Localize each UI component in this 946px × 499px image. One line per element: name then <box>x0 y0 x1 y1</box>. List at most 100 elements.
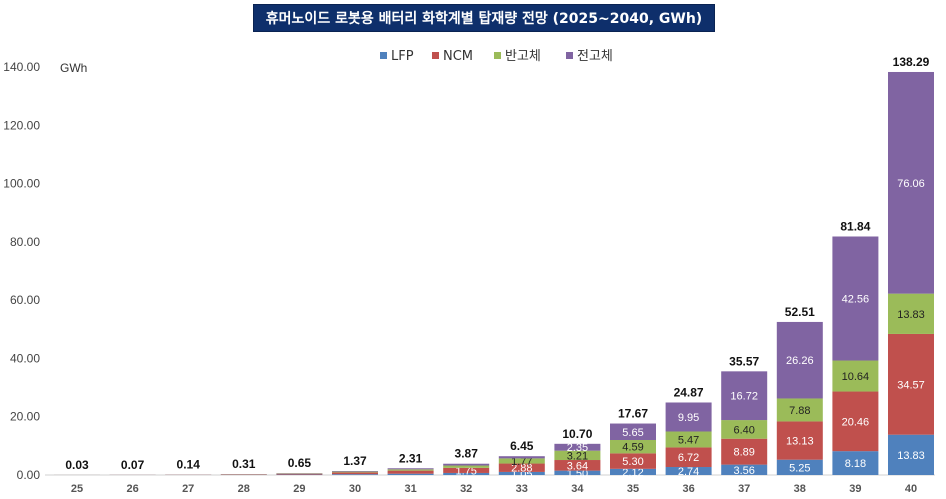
total-data-label: 24.87 <box>674 386 704 400</box>
bar-segment <box>610 453 656 469</box>
bar-segment <box>610 439 656 454</box>
bar-segment <box>721 464 768 475</box>
legend-swatch <box>432 52 439 59</box>
total-data-label: 0.07 <box>121 458 145 472</box>
x-tick-label: 38 <box>794 483 806 495</box>
segment-data-label: 16.72 <box>730 391 758 403</box>
segment-data-label: 2.35 <box>567 442 588 454</box>
legend-swatch <box>494 52 501 59</box>
bar-segment <box>776 421 823 460</box>
segment-data-label: 13.13 <box>786 436 814 448</box>
total-data-label: 0.31 <box>232 457 256 471</box>
bar-segment <box>610 423 656 440</box>
segment-data-label: 2.12 <box>622 467 643 479</box>
total-data-label: 0.14 <box>177 458 201 472</box>
bar-segment <box>610 468 656 475</box>
y-axis-unit: GWh <box>60 61 87 75</box>
bar-segment <box>888 333 934 435</box>
x-tick-label: 39 <box>849 483 861 495</box>
total-data-label: 0.03 <box>65 458 89 472</box>
y-tick-label: 40.00 <box>10 351 40 365</box>
x-tick-label: 36 <box>682 483 694 495</box>
bar-segment <box>888 293 934 334</box>
segment-data-label: 9.95 <box>678 412 699 424</box>
bar-segment <box>332 471 378 473</box>
segment-data-label: 42.56 <box>842 294 870 306</box>
segment-data-label: 4.59 <box>622 442 643 454</box>
total-data-label: 52.51 <box>785 305 815 319</box>
x-tick-label: 28 <box>238 483 250 495</box>
bar-segment <box>776 398 823 422</box>
total-data-label: 0.65 <box>288 456 312 470</box>
x-tick-label: 26 <box>126 483 138 495</box>
bar-segment <box>776 459 823 475</box>
y-tick-label: 60.00 <box>10 293 40 307</box>
bar-segment <box>554 443 601 451</box>
segment-data-label: 76.06 <box>897 178 925 190</box>
legend-label: 전고체 <box>577 49 613 64</box>
x-tick-label: 35 <box>627 483 639 495</box>
x-tick-label: 27 <box>182 483 194 495</box>
total-data-label: 17.67 <box>618 407 648 421</box>
segment-data-label: 34.57 <box>897 379 925 391</box>
legend-swatch <box>566 52 573 59</box>
bars: 0.03 0.07 0.14 0.31 0.65 1.37 2.311.753.871.05… <box>54 55 934 480</box>
bar-segment <box>498 456 545 459</box>
x-tick-label: 37 <box>738 483 750 495</box>
bar-segment <box>665 402 712 432</box>
x-tick-label: 34 <box>571 483 584 495</box>
y-tick-label: 140.00 <box>3 60 40 74</box>
segment-data-label: 20.46 <box>842 416 870 428</box>
x-tick-label: 33 <box>516 483 528 495</box>
segment-data-label: 3.64 <box>567 460 588 472</box>
segment-data-label: 5.30 <box>622 456 643 468</box>
segment-data-label: 1.50 <box>567 468 588 480</box>
bar-segment <box>387 468 434 470</box>
segment-data-label: 6.40 <box>733 424 754 436</box>
bar-segment <box>776 321 823 399</box>
bar-segment <box>832 391 879 452</box>
bar-segment <box>387 473 434 475</box>
chart-title: 휴머노이드 로봇용 배터리 화학계별 탑재량 전망 (2025~2040, GW… <box>253 4 715 32</box>
bar-segment <box>387 469 434 471</box>
bar-segment <box>721 371 768 421</box>
bar-segment <box>721 420 768 439</box>
segment-data-label: 8.18 <box>845 458 866 470</box>
segment-data-label: 26.26 <box>786 355 814 367</box>
segment-data-label: 2.74 <box>678 466 699 478</box>
bar-segment <box>665 431 712 448</box>
total-data-label: 35.57 <box>729 354 759 368</box>
y-tick-label: 100.00 <box>3 177 40 191</box>
bar-segment <box>332 472 378 475</box>
y-tick-label: 120.00 <box>3 118 40 132</box>
segment-data-label: 3.21 <box>567 450 588 462</box>
segment-data-label: 5.65 <box>622 427 643 439</box>
segment-data-label: 10.64 <box>842 371 870 383</box>
bar-segment <box>332 471 378 472</box>
bar-segment <box>832 360 879 392</box>
total-data-label: 1.37 <box>343 454 367 468</box>
segment-data-label: 5.47 <box>678 434 699 446</box>
legend-swatch <box>380 52 387 59</box>
bar-segment <box>332 474 378 475</box>
bar-segment <box>443 467 490 473</box>
segment-data-label: 8.89 <box>733 447 754 459</box>
x-tick-label: 32 <box>460 483 472 495</box>
bar-segment <box>554 470 601 475</box>
segment-data-label: 5.25 <box>789 462 810 474</box>
segment-data-label: 13.83 <box>897 309 925 321</box>
total-data-label: 10.70 <box>562 427 592 441</box>
bar-segment <box>832 451 879 475</box>
total-data-label: 81.84 <box>840 219 870 233</box>
total-data-label: 3.87 <box>455 447 479 461</box>
total-data-label: 2.31 <box>399 451 423 465</box>
bar-segment <box>498 458 545 464</box>
segment-data-label: 2.88 <box>511 463 532 475</box>
x-tick-label: 25 <box>71 483 83 495</box>
legend-label: LFP <box>391 49 414 64</box>
y-axis-tick-labels: 0.00 20.00 40.00 60.00 80.00 100.00 120.00 140.… <box>3 60 40 482</box>
bar-segment <box>554 450 601 461</box>
bar-segment <box>554 460 601 471</box>
x-axis-tick-labels: 25 26 27 28 29 30 31 32 33 34 35 36 37 38 39 40 <box>71 483 917 495</box>
